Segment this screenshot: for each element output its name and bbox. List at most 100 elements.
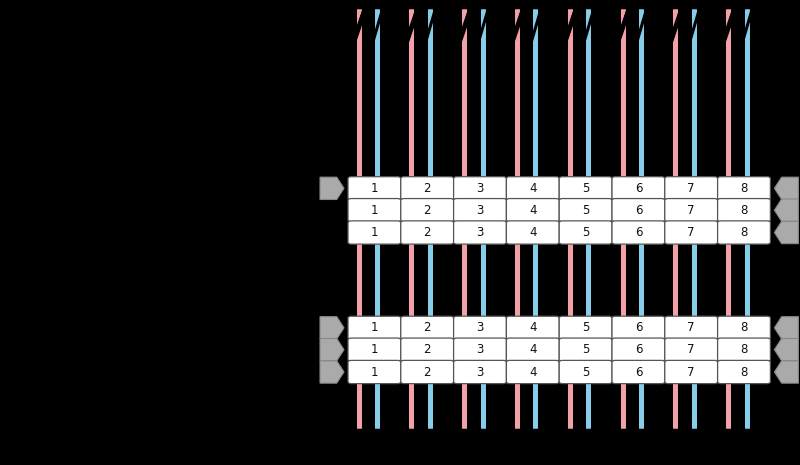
FancyBboxPatch shape <box>401 199 454 222</box>
FancyBboxPatch shape <box>665 338 718 361</box>
Polygon shape <box>320 339 344 361</box>
FancyBboxPatch shape <box>665 199 718 222</box>
FancyBboxPatch shape <box>454 360 506 384</box>
Text: 7: 7 <box>687 343 695 356</box>
Text: 8: 8 <box>740 226 748 239</box>
FancyBboxPatch shape <box>454 177 506 200</box>
Polygon shape <box>320 317 344 339</box>
FancyBboxPatch shape <box>506 360 559 384</box>
FancyBboxPatch shape <box>612 360 665 384</box>
Text: 7: 7 <box>687 204 695 217</box>
Polygon shape <box>774 361 798 383</box>
Text: 1: 1 <box>370 365 378 379</box>
Text: 1: 1 <box>370 226 378 239</box>
Text: 5: 5 <box>582 204 590 217</box>
Text: 7: 7 <box>687 226 695 239</box>
FancyBboxPatch shape <box>665 221 718 244</box>
Text: 4: 4 <box>529 321 537 334</box>
Text: 2: 2 <box>423 343 431 356</box>
Text: 7: 7 <box>687 182 695 195</box>
Text: 7: 7 <box>687 321 695 334</box>
Text: 1: 1 <box>370 321 378 334</box>
Text: 4: 4 <box>529 226 537 239</box>
FancyBboxPatch shape <box>612 199 665 222</box>
FancyBboxPatch shape <box>506 177 559 200</box>
FancyBboxPatch shape <box>348 177 401 200</box>
FancyBboxPatch shape <box>401 177 454 200</box>
Text: 4: 4 <box>529 343 537 356</box>
Text: 6: 6 <box>634 321 642 334</box>
Polygon shape <box>774 221 798 244</box>
FancyBboxPatch shape <box>612 221 665 244</box>
FancyBboxPatch shape <box>665 177 718 200</box>
FancyBboxPatch shape <box>348 360 401 384</box>
FancyBboxPatch shape <box>559 199 612 222</box>
Text: 8: 8 <box>740 182 748 195</box>
Text: 3: 3 <box>476 321 484 334</box>
Polygon shape <box>774 199 798 221</box>
Text: 2: 2 <box>423 204 431 217</box>
FancyBboxPatch shape <box>454 199 506 222</box>
Text: 1: 1 <box>370 182 378 195</box>
FancyBboxPatch shape <box>348 199 401 222</box>
Text: 5: 5 <box>582 321 590 334</box>
Text: 1: 1 <box>370 343 378 356</box>
FancyBboxPatch shape <box>559 316 612 339</box>
FancyBboxPatch shape <box>454 316 506 339</box>
Polygon shape <box>774 177 798 199</box>
Text: 3: 3 <box>476 182 484 195</box>
FancyBboxPatch shape <box>401 316 454 339</box>
Text: 6: 6 <box>634 226 642 239</box>
FancyBboxPatch shape <box>348 338 401 361</box>
Text: 5: 5 <box>582 226 590 239</box>
Text: 6: 6 <box>634 182 642 195</box>
Text: 2: 2 <box>423 226 431 239</box>
Text: 5: 5 <box>582 365 590 379</box>
Polygon shape <box>774 317 798 339</box>
FancyBboxPatch shape <box>348 221 401 244</box>
Text: 7: 7 <box>687 365 695 379</box>
FancyBboxPatch shape <box>559 221 612 244</box>
Text: 2: 2 <box>423 365 431 379</box>
FancyBboxPatch shape <box>401 221 454 244</box>
Polygon shape <box>774 339 798 361</box>
FancyBboxPatch shape <box>612 316 665 339</box>
FancyBboxPatch shape <box>401 360 454 384</box>
FancyBboxPatch shape <box>348 316 401 339</box>
Text: 1: 1 <box>370 204 378 217</box>
FancyBboxPatch shape <box>401 338 454 361</box>
Text: 6: 6 <box>634 204 642 217</box>
FancyBboxPatch shape <box>718 338 770 361</box>
FancyBboxPatch shape <box>718 221 770 244</box>
Text: 5: 5 <box>582 182 590 195</box>
FancyBboxPatch shape <box>506 221 559 244</box>
Text: 8: 8 <box>740 343 748 356</box>
FancyBboxPatch shape <box>612 177 665 200</box>
Text: 4: 4 <box>529 365 537 379</box>
Text: 3: 3 <box>476 343 484 356</box>
FancyBboxPatch shape <box>718 360 770 384</box>
Text: 5: 5 <box>582 343 590 356</box>
Text: 3: 3 <box>476 226 484 239</box>
FancyBboxPatch shape <box>506 199 559 222</box>
Text: 6: 6 <box>634 365 642 379</box>
Text: 3: 3 <box>476 204 484 217</box>
Polygon shape <box>320 177 344 199</box>
FancyBboxPatch shape <box>665 360 718 384</box>
FancyBboxPatch shape <box>506 316 559 339</box>
Text: 2: 2 <box>423 321 431 334</box>
FancyBboxPatch shape <box>559 360 612 384</box>
FancyBboxPatch shape <box>612 338 665 361</box>
FancyBboxPatch shape <box>454 221 506 244</box>
Polygon shape <box>320 361 344 383</box>
FancyBboxPatch shape <box>559 338 612 361</box>
Text: 8: 8 <box>740 321 748 334</box>
Text: 4: 4 <box>529 182 537 195</box>
FancyBboxPatch shape <box>559 177 612 200</box>
FancyBboxPatch shape <box>718 177 770 200</box>
FancyBboxPatch shape <box>454 338 506 361</box>
FancyBboxPatch shape <box>665 316 718 339</box>
FancyBboxPatch shape <box>718 199 770 222</box>
Text: 8: 8 <box>740 204 748 217</box>
Text: 3: 3 <box>476 365 484 379</box>
